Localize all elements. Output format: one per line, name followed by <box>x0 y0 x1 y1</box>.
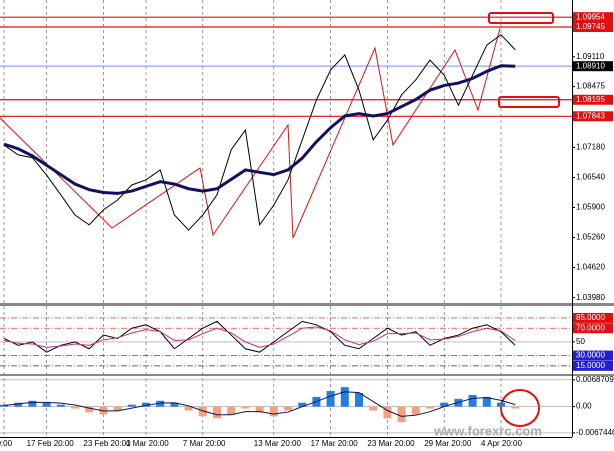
bar <box>397 406 406 423</box>
x-tick-label: 17 Feb 20:00 <box>27 439 75 448</box>
series-line <box>3 391 516 417</box>
bar <box>71 406 79 409</box>
bar <box>411 406 420 415</box>
watermark: www.forexrc.com <box>433 423 542 438</box>
y-tick-label: 1.07180 <box>576 143 605 152</box>
y-tick-label: 1.04620 <box>576 263 605 272</box>
x-tick-label: 7 Mar 20:00 <box>183 439 226 448</box>
level-label: 1.08910 <box>576 61 605 70</box>
y-tick-label: 0.0068709 <box>576 375 614 384</box>
series-line <box>3 320 516 353</box>
x-tick-label: 23 Mar 20:00 <box>367 439 415 448</box>
bar <box>156 400 165 407</box>
y-tick-label: 1.08475 <box>576 82 605 91</box>
level-label-box <box>573 61 613 72</box>
bar <box>184 406 193 411</box>
bar <box>326 391 335 407</box>
bar <box>497 402 505 407</box>
bar <box>142 402 150 407</box>
level-label-box <box>573 21 613 32</box>
bar <box>0 404 8 407</box>
bar <box>198 406 207 417</box>
bar <box>28 400 37 407</box>
bar <box>56 404 65 407</box>
y-tick-label: 1.06540 <box>576 173 605 182</box>
level-label-box <box>573 360 613 371</box>
series-line <box>3 64 516 195</box>
level-label: 1.07843 <box>576 111 605 120</box>
highlight-box <box>498 96 560 108</box>
level-label: 1.08195 <box>576 95 605 104</box>
bar <box>127 404 136 407</box>
level-label: 70.0000 <box>576 323 605 332</box>
bar <box>42 402 51 407</box>
level-label: 1.09954 <box>576 12 605 21</box>
level-label-box <box>573 350 613 361</box>
level-label-box <box>573 312 613 323</box>
bar <box>284 406 292 411</box>
bar <box>85 406 94 413</box>
bar <box>482 396 491 407</box>
x-tick-label: 29 Mar 20:00 <box>424 439 472 448</box>
y-tick-label: 1.03980 <box>576 293 605 302</box>
x-tick-label: 1 Mar 20:00 <box>126 439 169 448</box>
bar <box>298 402 307 407</box>
y-tick-label: 0.00 <box>576 402 592 411</box>
bar <box>14 402 23 407</box>
y-tick-label: 1.09110 <box>576 52 605 61</box>
bar <box>440 402 449 407</box>
bar <box>369 406 378 411</box>
bar <box>355 392 363 407</box>
bar <box>511 406 520 409</box>
bar <box>383 406 392 419</box>
level-label: 1.09745 <box>576 22 605 31</box>
y-tick-label: 50 <box>576 337 585 346</box>
x-tick-label: 20:00 <box>0 439 13 448</box>
level-label: 30.0000 <box>576 351 605 360</box>
highlight-box <box>488 12 554 24</box>
bar <box>227 406 236 415</box>
bar <box>255 406 264 413</box>
level-label: 85.0000 <box>576 313 605 322</box>
bar <box>468 394 477 407</box>
bar <box>213 406 221 419</box>
series-line <box>3 326 516 348</box>
level-label-box <box>573 94 613 105</box>
series-line <box>3 34 516 231</box>
bar <box>269 406 278 417</box>
level-label-box <box>573 12 613 23</box>
bar <box>426 406 434 409</box>
zigzag <box>0 27 501 239</box>
bar <box>241 406 250 409</box>
x-tick-label: 4 Apr 20:00 <box>481 439 522 448</box>
x-tick-label: 13 Mar 20:00 <box>254 439 302 448</box>
bar <box>170 402 179 407</box>
level-label: 15.0000 <box>576 361 605 370</box>
y-tick-label: -0.0067446 <box>576 428 614 437</box>
x-tick-label: 17 Mar 20:00 <box>311 439 359 448</box>
y-tick-label: 1.05900 <box>576 203 605 212</box>
level-label-box <box>573 111 613 122</box>
bar <box>340 387 349 407</box>
x-tick-label: 23 Feb 20:00 <box>83 439 131 448</box>
y-tick-label: 1.05260 <box>576 233 605 242</box>
bar <box>113 406 122 411</box>
level-label-box <box>573 323 613 334</box>
annotations <box>0 0 560 437</box>
